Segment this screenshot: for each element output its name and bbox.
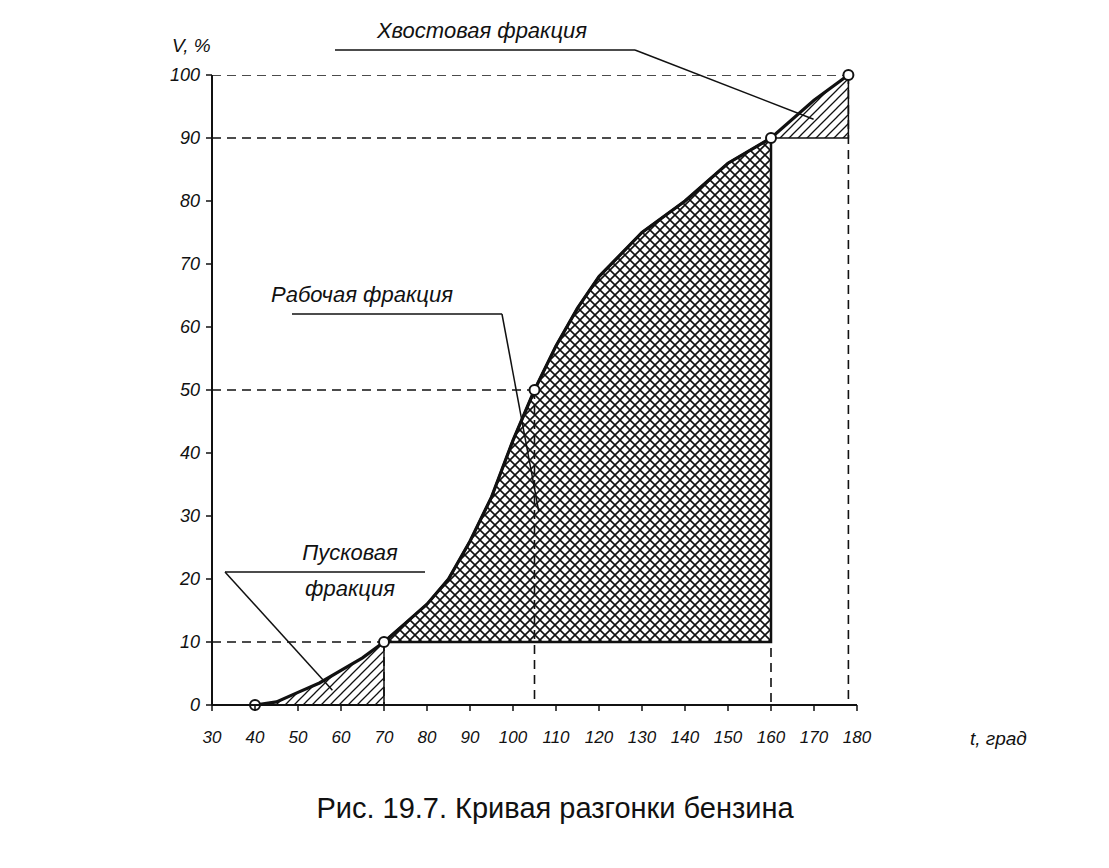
- fraction-label: Рабочая фракция: [271, 282, 453, 307]
- x-tick-label: 180: [843, 728, 872, 747]
- fraction-label: фракция: [305, 576, 395, 601]
- x-tick: [512, 705, 514, 711]
- x-tick: [254, 705, 256, 711]
- y-axis-label: V, %: [172, 35, 211, 56]
- guide-line: [212, 389, 535, 391]
- x-axis: [212, 704, 857, 706]
- x-tick: [770, 705, 772, 711]
- x-tick: [813, 705, 815, 711]
- y-tick-label: 100: [170, 65, 200, 85]
- y-tick: [206, 263, 212, 265]
- y-tick-label: 70: [180, 254, 200, 274]
- markers: [250, 70, 853, 710]
- y-tick: [206, 137, 212, 139]
- plot-area: [212, 75, 848, 705]
- fraction-label: Пусковая: [302, 540, 398, 565]
- x-tick-label: 150: [714, 728, 743, 747]
- x-tick-label: 40: [246, 728, 265, 747]
- leader-line: [292, 313, 502, 315]
- distillation-curve: [255, 75, 848, 705]
- x-tick-label: 80: [418, 728, 437, 747]
- y-tick: [206, 326, 212, 328]
- y-tick: [206, 515, 212, 517]
- y-tick: [206, 200, 212, 202]
- y-tick: [206, 641, 212, 643]
- x-tick: [211, 705, 213, 711]
- leader-line: [225, 572, 332, 690]
- key-point: [530, 385, 540, 395]
- y-tick: [206, 452, 212, 454]
- x-tick-label: 100: [499, 728, 528, 747]
- x-tick-label: 30: [203, 728, 222, 747]
- x-tick: [469, 705, 471, 711]
- guide-line: [383, 642, 385, 705]
- x-tick: [684, 705, 686, 711]
- guide-line: [212, 641, 384, 643]
- x-tick-label: 130: [628, 728, 657, 747]
- chart: 0 10 20 30 40 50 60 70 80 90 100 30 40 50 60 70 80 90 100 1…: [0, 0, 1109, 868]
- y-tick-label: 20: [179, 569, 200, 589]
- x-tick: [856, 705, 858, 711]
- leader-line: [225, 571, 425, 573]
- y-tick: [206, 704, 212, 706]
- leader-line: [335, 49, 635, 51]
- x-tick: [598, 705, 600, 711]
- x-axis-label: t, град: [970, 728, 1027, 749]
- x-tick: [555, 705, 557, 711]
- y-tick-label: 50: [180, 380, 200, 400]
- x-tick-label: 70: [375, 728, 394, 747]
- fraction-area: [255, 642, 384, 705]
- y-tick-label: 30: [180, 506, 200, 526]
- x-tick: [727, 705, 729, 711]
- x-tick: [383, 705, 385, 711]
- x-tick-label: 140: [671, 728, 700, 747]
- x-tick: [641, 705, 643, 711]
- y-tick-label: 90: [180, 128, 200, 148]
- y-tick: [206, 389, 212, 391]
- y-tick-label: 0: [190, 695, 200, 715]
- leader-line: [502, 314, 539, 512]
- key-point: [766, 133, 776, 143]
- x-tick-label: 170: [800, 728, 829, 747]
- key-point: [379, 637, 389, 647]
- guide-line: [212, 75, 848, 76]
- guide-line: [212, 137, 771, 139]
- guide-line: [848, 75, 850, 705]
- x-tick-label: 60: [332, 728, 351, 747]
- guide-line: [534, 390, 536, 705]
- y-tick-label: 40: [180, 443, 200, 463]
- y-tick: [206, 74, 212, 76]
- leader-line: [635, 50, 814, 119]
- x-tick: [426, 705, 428, 711]
- x-tick-label: 90: [461, 728, 480, 747]
- y-tick-label: 10: [180, 632, 200, 652]
- y-tick: [206, 578, 212, 580]
- x-tick-label: 110: [542, 728, 570, 747]
- key-point: [843, 70, 853, 80]
- chart-title: Рис. 19.7. Кривая разгонки бензина: [316, 792, 794, 824]
- fraction-label: Хвостовая фракция: [376, 18, 587, 43]
- x-tick-label: 50: [289, 728, 308, 747]
- x-tick-label: 160: [757, 728, 786, 747]
- x-tick-label: 120: [585, 728, 614, 747]
- guide-line: [770, 138, 772, 705]
- chart-root: 0 10 20 30 40 50 60 70 80 90 100 30 40 50 60 70 80 90 100 1…: [0, 0, 1109, 868]
- x-tick: [340, 705, 342, 711]
- y-tick-label: 80: [180, 191, 200, 211]
- x-tick: [297, 705, 299, 711]
- y-tick-label: 60: [180, 317, 200, 337]
